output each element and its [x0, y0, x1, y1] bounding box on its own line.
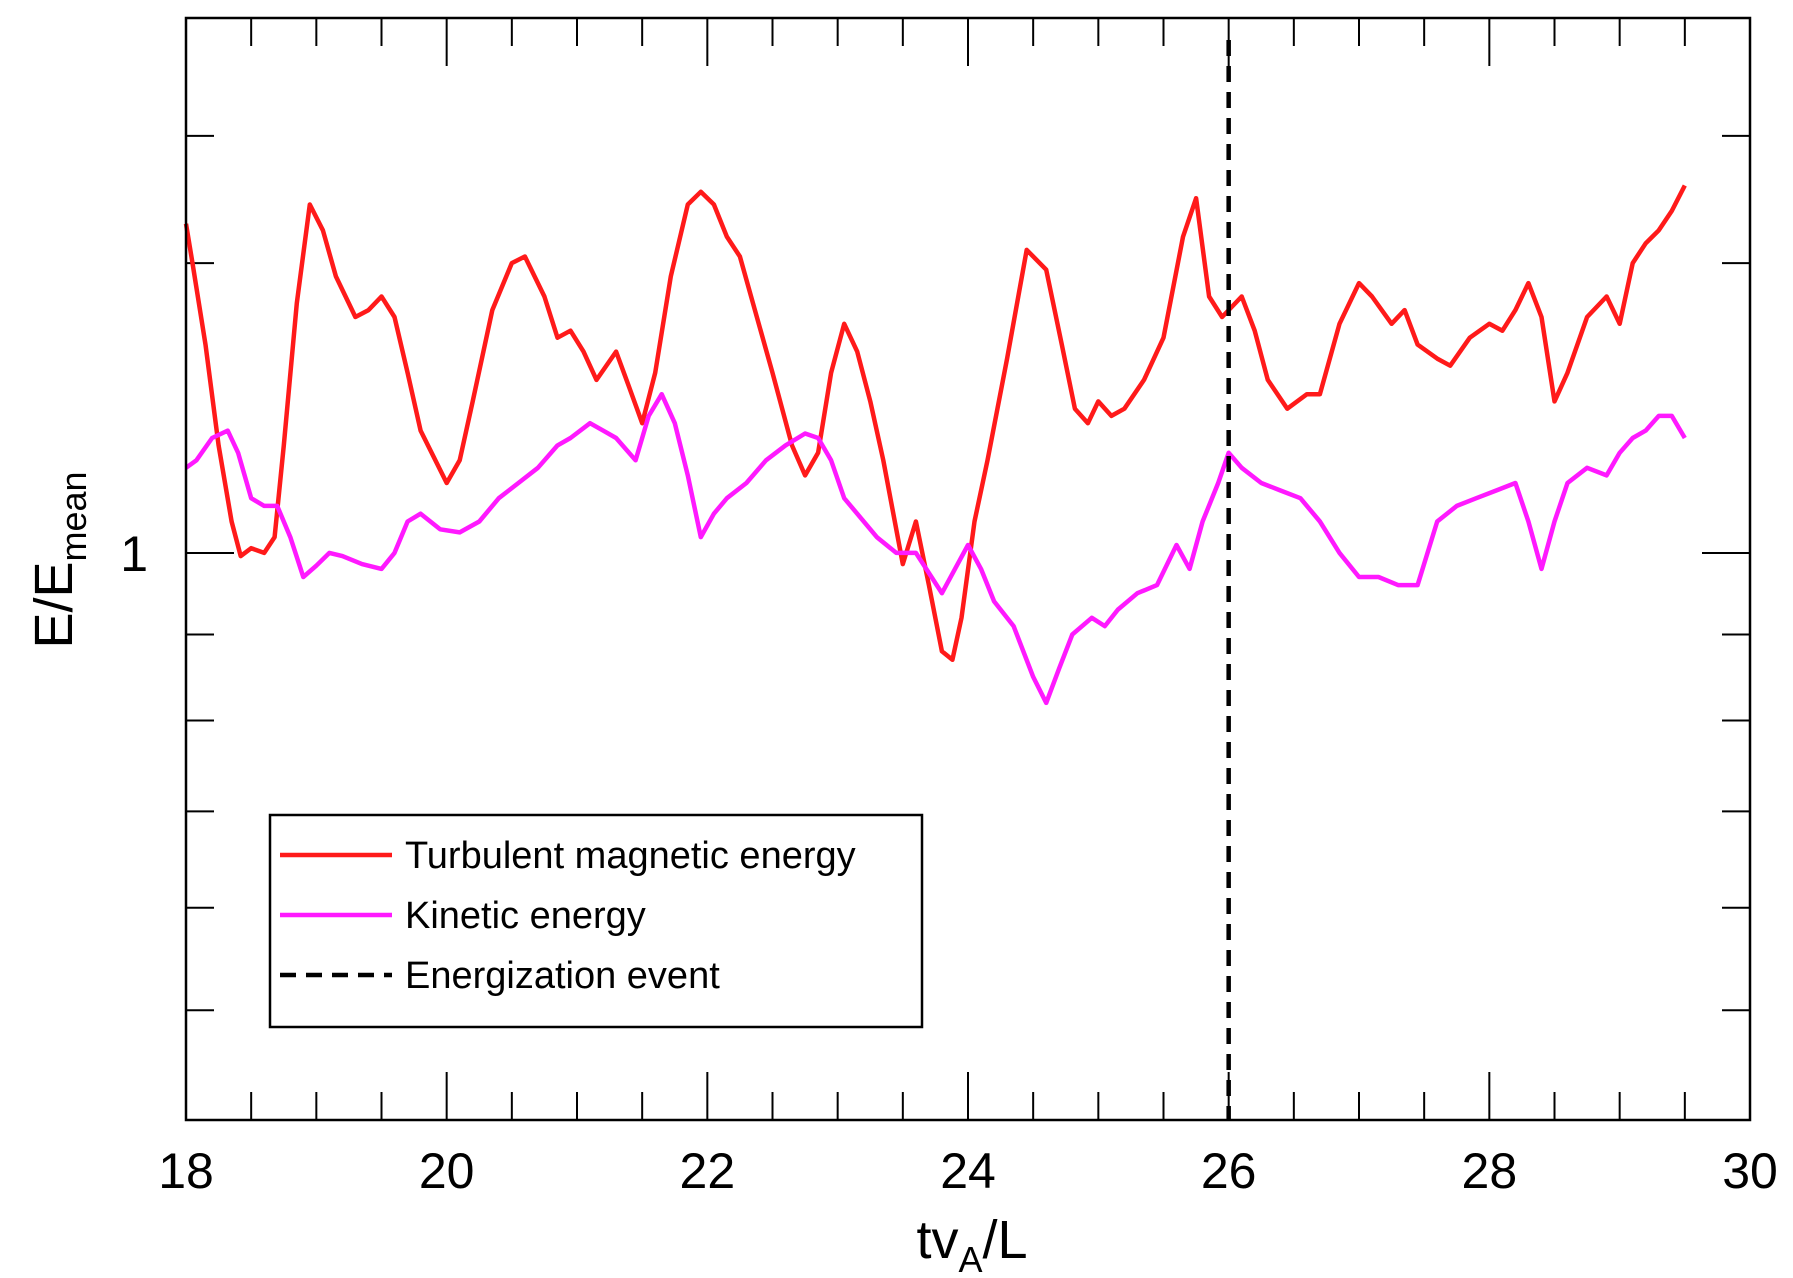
y-axis-title-sub: mean [53, 471, 94, 561]
svg-text:E/Emean: E/Emean [24, 471, 94, 648]
legend-label-energization-event: Energization event [405, 955, 720, 997]
x-tick-label: 26 [1201, 1143, 1257, 1199]
x-axis-title-sub: A [958, 1239, 982, 1278]
tick-label-layer: 18 20 22 24 26 28 30 1 [120, 526, 1778, 1199]
x-tick-label: 20 [419, 1143, 475, 1199]
x-axis-title-tail: /L [982, 1210, 1027, 1270]
series-line-turbulent-magnetic-energy [183, 184, 1687, 663]
legend-box [268, 813, 924, 1029]
svg-text:tvA/L: tvA/L [916, 1210, 1027, 1278]
y-axis-title-main: E/E [24, 562, 84, 649]
legend-label-kinetic-energy: Kinetic energy [405, 895, 646, 937]
y-axis-title: E/Emean [24, 471, 94, 648]
legend: Turbulent magnetic energy Kinetic energy… [268, 813, 924, 1029]
x-tick-label: 30 [1722, 1143, 1778, 1199]
x-axis-title: tvA/L [916, 1210, 1027, 1278]
y-tick-label: 1 [120, 526, 148, 582]
x-tick-label: 22 [680, 1143, 736, 1199]
series-line-kinetic-energy [184, 391, 1687, 706]
legend-label-turbulent-magnetic-energy: Turbulent magnetic energy [405, 835, 856, 877]
x-tick-label: 24 [940, 1143, 996, 1199]
x-tick-label: 18 [158, 1143, 214, 1199]
plot-frame [184, 16, 1752, 1122]
x-tick-label: 28 [1462, 1143, 1518, 1199]
series-layer [183, 40, 1687, 1120]
x-axis-title-main: tv [916, 1210, 958, 1270]
